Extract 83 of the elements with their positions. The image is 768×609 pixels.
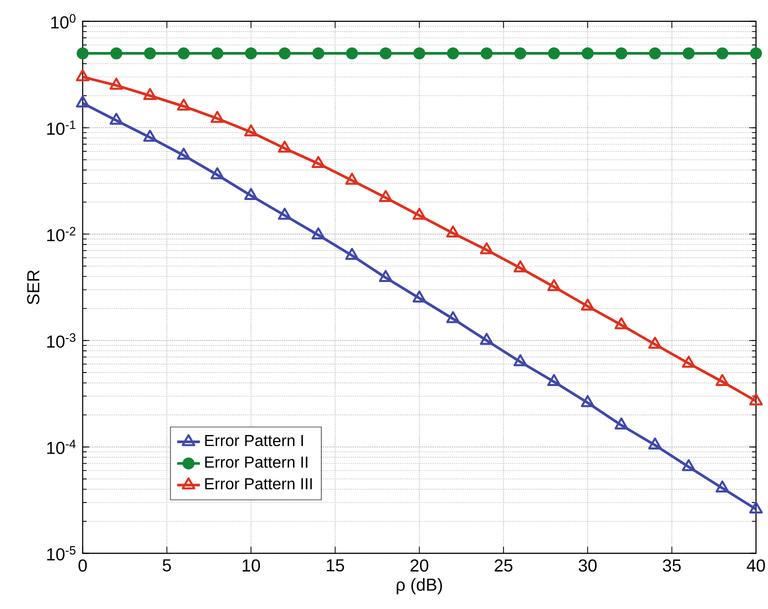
point — [716, 480, 730, 492]
point — [76, 47, 89, 60]
y-tick-label: 10$^{-5}$ — [47, 546, 76, 560]
point — [110, 47, 122, 60]
point — [378, 270, 392, 282]
point — [178, 47, 190, 60]
point — [580, 298, 594, 310]
point — [548, 47, 560, 60]
point — [614, 317, 628, 330]
point — [143, 130, 157, 142]
point — [480, 332, 494, 345]
point — [413, 47, 426, 60]
point — [682, 459, 696, 472]
point — [614, 417, 628, 430]
point — [176, 148, 190, 160]
point — [547, 374, 561, 386]
point — [278, 140, 292, 153]
point — [582, 47, 594, 60]
y-tick-label: 10$^{-4}$ — [47, 440, 76, 454]
point — [446, 225, 460, 238]
x-tick-label: 0 — [78, 559, 87, 572]
point — [749, 393, 763, 406]
point — [615, 47, 628, 60]
point — [143, 88, 157, 100]
point — [210, 110, 224, 123]
point — [648, 437, 662, 450]
x-axis-title: ρ (dB) — [396, 578, 442, 594]
point — [514, 260, 528, 272]
point — [412, 208, 426, 220]
point — [76, 95, 90, 108]
point — [244, 124, 258, 136]
point — [580, 394, 594, 407]
x-tick-label: 10 — [242, 559, 260, 572]
point — [480, 242, 494, 254]
point — [278, 208, 292, 220]
point — [210, 167, 224, 180]
legend-label: Error Pattern I — [205, 434, 303, 446]
y-axis-title: SER — [27, 270, 40, 304]
x-tick-label: 20 — [410, 559, 428, 572]
y-tick-label: 10$^{-1}$ — [47, 120, 76, 135]
point — [716, 47, 728, 60]
point — [749, 501, 763, 514]
point — [750, 47, 762, 60]
y-tick-label: 10$^{-3}$ — [47, 333, 76, 348]
point — [412, 290, 426, 302]
point — [682, 47, 695, 60]
point — [110, 78, 124, 90]
point — [648, 47, 661, 60]
x-tick-label: 40 — [746, 559, 765, 572]
point — [76, 69, 90, 82]
point — [716, 374, 730, 386]
point — [345, 248, 359, 260]
point — [176, 98, 190, 110]
point — [244, 188, 258, 200]
x-tick-label: 5 — [162, 559, 171, 572]
x-tick-label: 30 — [578, 559, 597, 572]
y-tick-label: 10$^{0}$ — [51, 14, 76, 28]
point — [648, 336, 662, 349]
x-tick-label: 15 — [326, 559, 344, 572]
y-tick-label: 10$^{-2}$ — [47, 226, 76, 242]
x-tick-label: 35 — [662, 559, 681, 572]
point — [514, 47, 526, 60]
point — [447, 47, 459, 60]
x-tick-label: 25 — [494, 559, 512, 572]
point — [380, 47, 392, 60]
legend-label: Error Pattern III — [205, 478, 312, 490]
point — [245, 47, 258, 60]
legend-label: Error Pattern II — [205, 456, 308, 468]
point — [110, 112, 124, 125]
point — [547, 278, 561, 291]
point — [211, 47, 224, 60]
point — [312, 47, 324, 60]
point — [378, 190, 392, 202]
point — [446, 310, 460, 323]
point — [682, 356, 696, 368]
point — [278, 47, 291, 60]
point — [345, 172, 359, 185]
point — [480, 47, 493, 60]
point — [346, 47, 358, 60]
point — [312, 227, 326, 240]
point — [312, 156, 326, 168]
point — [514, 354, 528, 366]
point — [144, 47, 156, 60]
